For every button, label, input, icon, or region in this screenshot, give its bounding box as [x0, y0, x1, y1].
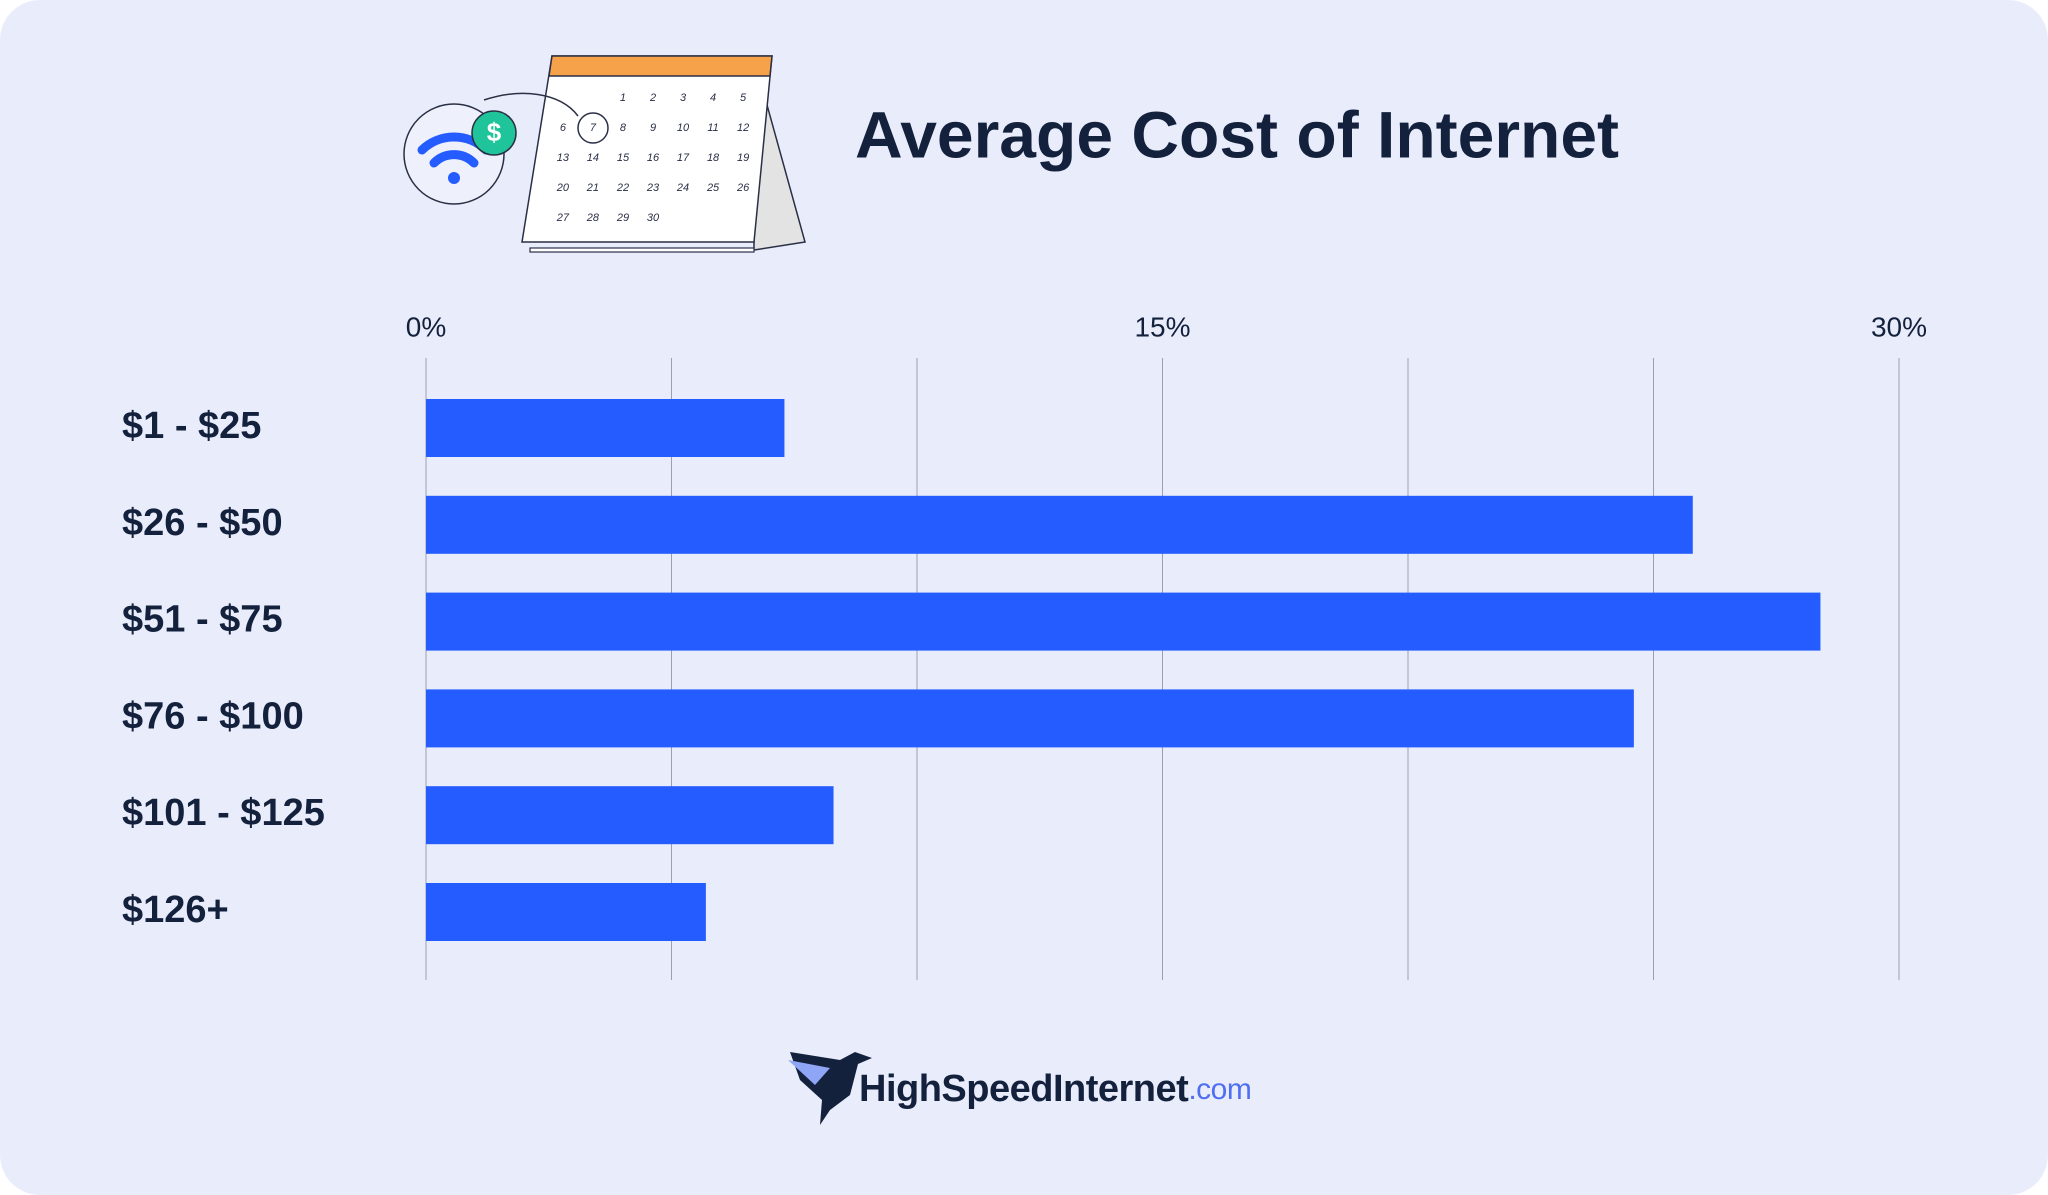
calendar-day: 14	[587, 152, 599, 164]
chart-title: Average Cost of Internet	[855, 97, 1619, 171]
calendar-day: 20	[556, 182, 570, 194]
calendar-day: 23	[646, 182, 660, 194]
x-tick-label: 15%	[1134, 311, 1190, 342]
calendar-day: 30	[647, 212, 660, 224]
calendar-day: 5	[740, 92, 747, 104]
bar	[426, 592, 1821, 651]
calendar-day: 17	[677, 152, 690, 164]
calendar-day: 13	[557, 152, 570, 164]
y-tick-label: $51 - $75	[122, 599, 283, 641]
day-highlight	[577, 112, 609, 144]
bar	[426, 689, 1634, 748]
calendar-base	[529, 247, 755, 253]
y-tick-label: $101 - $125	[122, 792, 325, 834]
coin-symbol: $	[487, 117, 502, 147]
y-tick-label: $26 - $50	[122, 502, 283, 544]
calendar-day: 19	[737, 152, 749, 164]
calendar-day: 26	[736, 182, 750, 194]
x-tick-label: 30%	[1871, 311, 1927, 342]
calendar-day: 3	[680, 92, 687, 104]
logo-name: HighSpeedInternet	[859, 1068, 1189, 1110]
bar	[426, 399, 785, 457]
calendar-day: 15	[617, 152, 630, 164]
bar	[426, 495, 1693, 554]
calendar-day: 29	[616, 212, 629, 224]
calendar-day: 10	[677, 122, 690, 134]
bar	[426, 786, 834, 845]
wifi-dot	[448, 172, 460, 184]
logo-wing	[788, 1060, 830, 1085]
calendar-day: 11	[707, 122, 718, 134]
calendar-day: 21	[586, 182, 599, 194]
calendar-day: 8	[620, 122, 627, 134]
wifi-arc	[429, 150, 479, 168]
x-tick-label: 0%	[406, 311, 446, 342]
calendar-day: 27	[556, 212, 570, 224]
arrow	[483, 92, 579, 117]
calendar-day: 2	[649, 92, 656, 104]
calendar-day: 1	[620, 92, 626, 104]
calendar-day: 9	[650, 122, 656, 134]
calendar-day: 18	[707, 152, 720, 164]
calendar-day: 22	[616, 182, 629, 194]
bar	[426, 883, 706, 941]
calendar-day: 24	[676, 182, 689, 194]
logo-suffix: .com	[1188, 1073, 1251, 1106]
calendar-day: 25	[706, 182, 720, 194]
calendar-day: 7	[590, 122, 597, 134]
logo-text: HighSpeedInternet.com	[859, 1068, 1251, 1110]
y-tick-label: $76 - $100	[122, 695, 304, 737]
calendar-day: 6	[560, 122, 567, 134]
logo: HighSpeedInternet.com	[788, 1052, 1252, 1125]
calendar-day: 16	[647, 152, 660, 164]
calendar-day: 4	[710, 92, 716, 104]
y-tick-label: $1 - $25	[122, 405, 261, 447]
y-tick-label: $126+	[122, 889, 229, 931]
calendar-day: 28	[586, 212, 600, 224]
coin	[471, 110, 517, 156]
calendar-day: 12	[737, 122, 749, 134]
calendar-header	[548, 55, 773, 77]
